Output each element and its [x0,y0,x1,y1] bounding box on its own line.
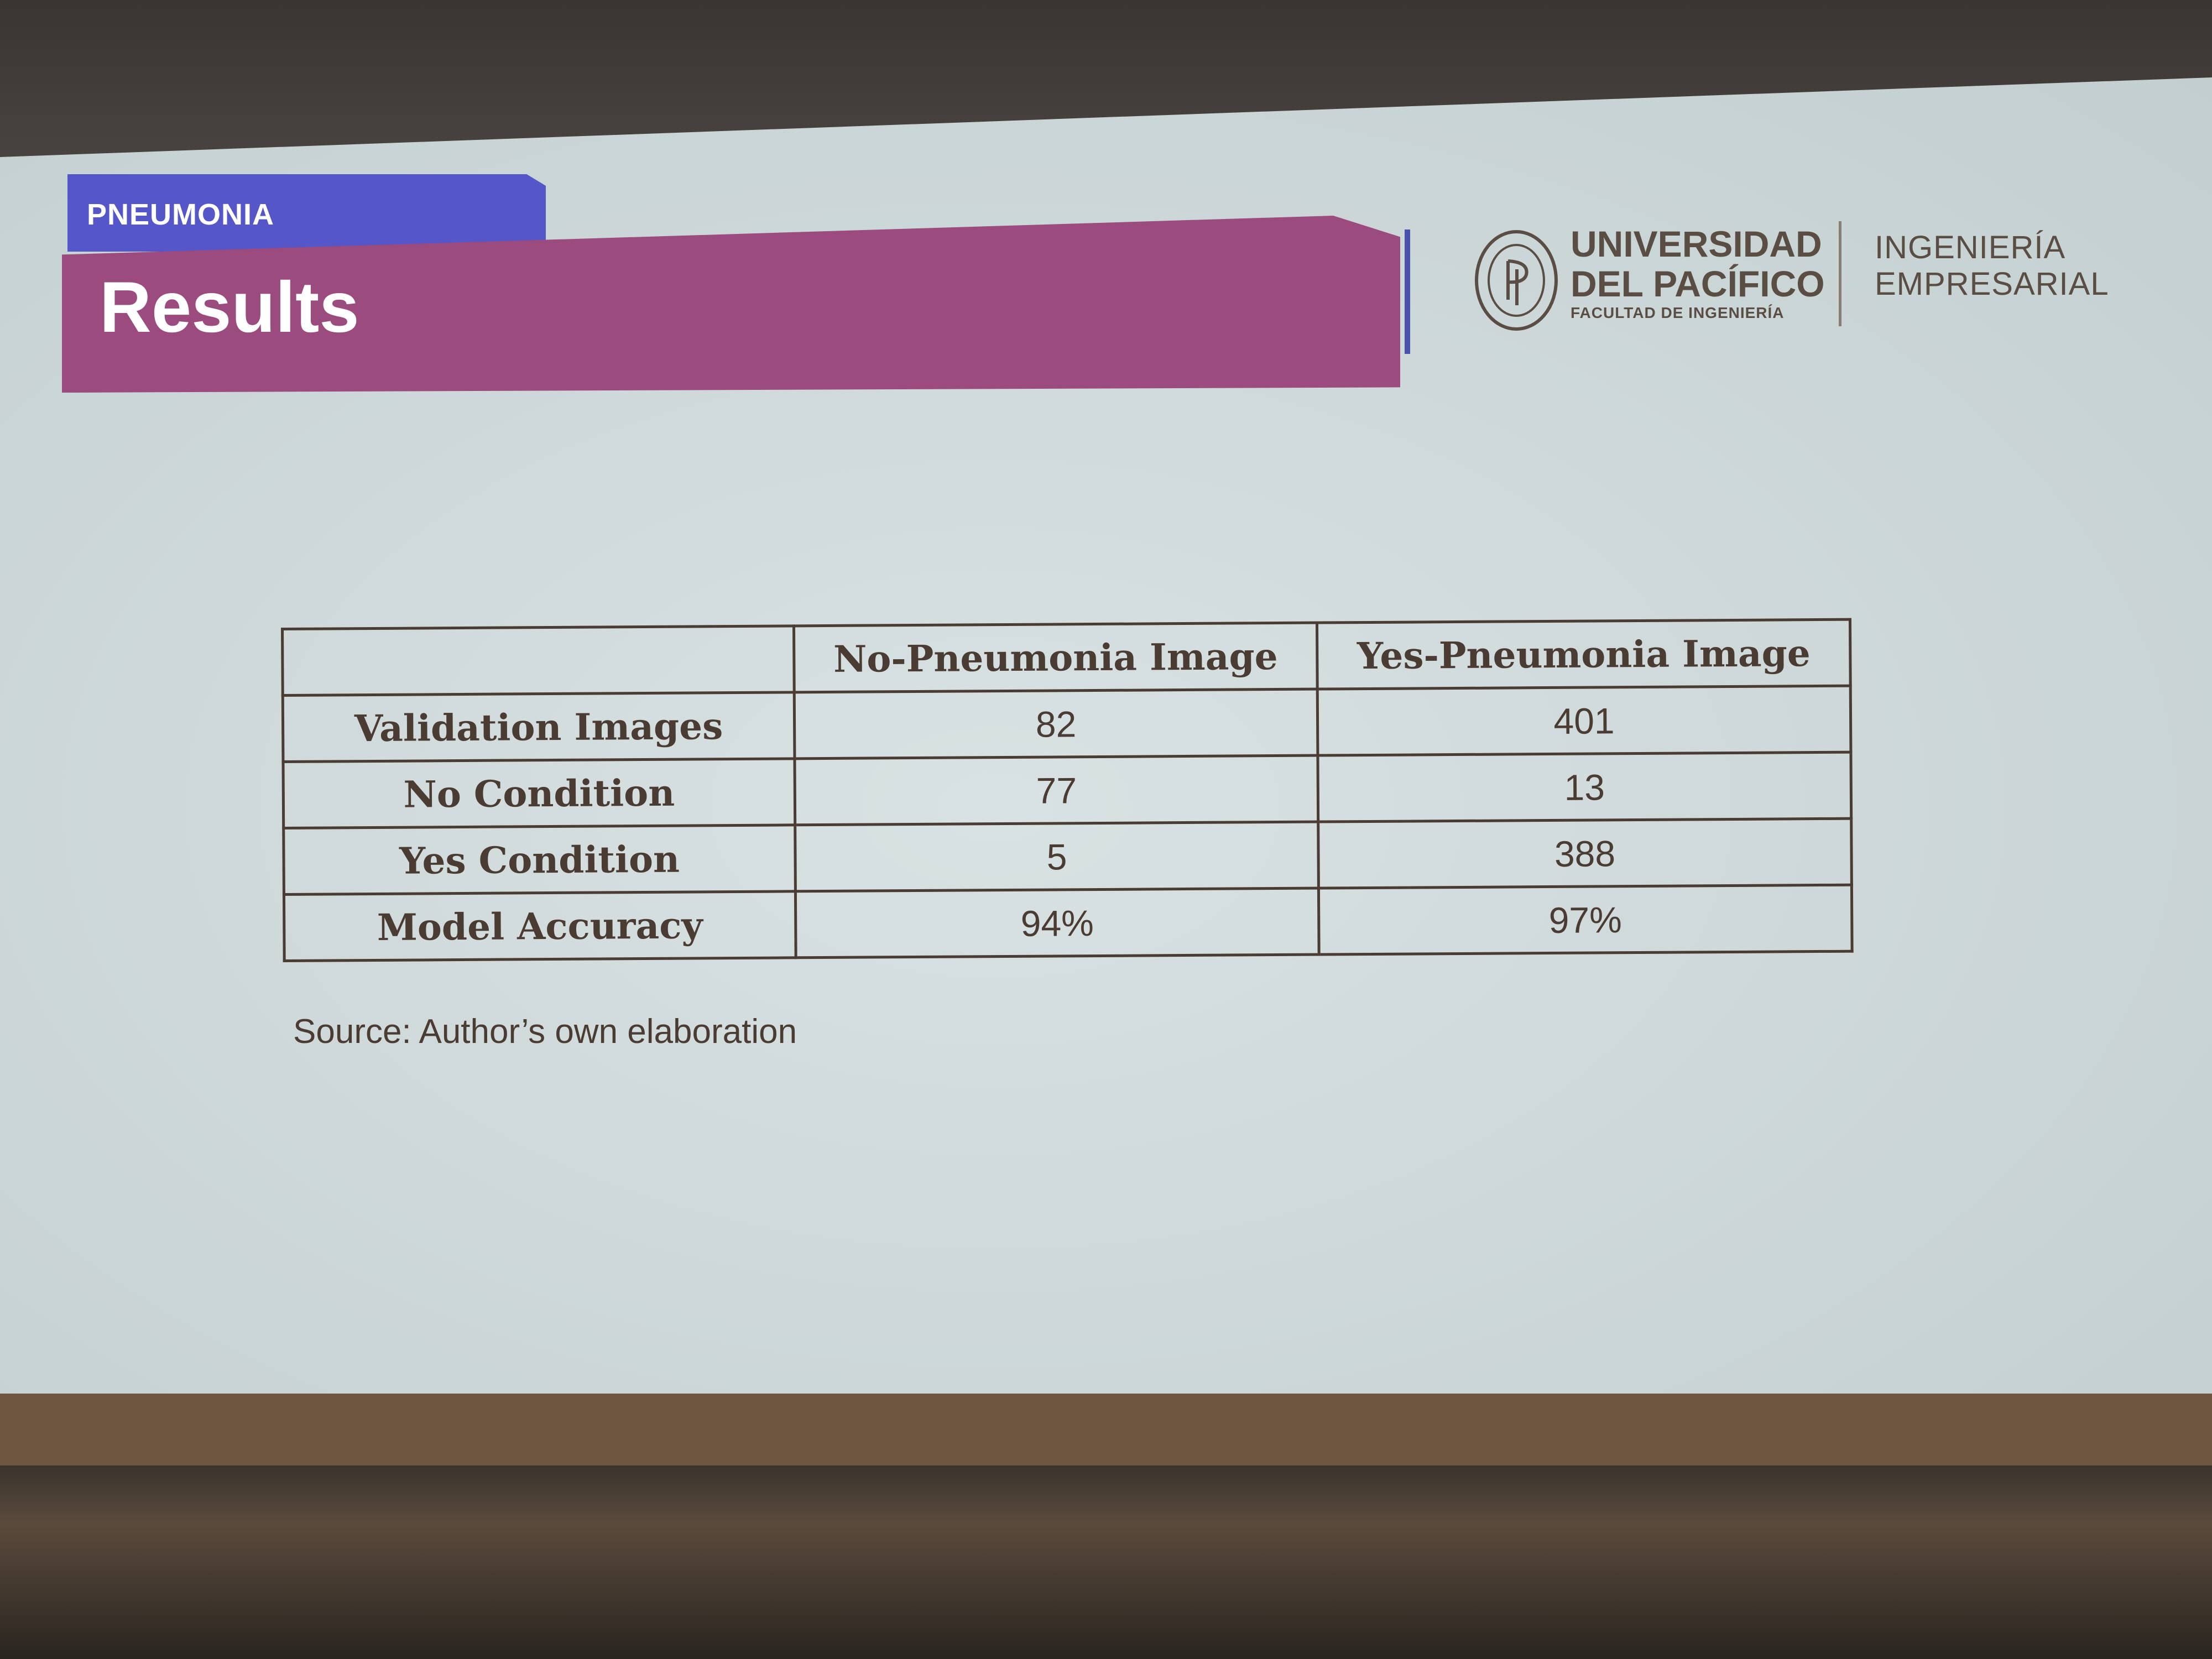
cell-yes: 388 [1318,818,1852,889]
table-row: Model Accuracy 94% 97% [284,885,1853,961]
department-name: INGENIERÍA EMPRESARIAL [1875,229,2109,302]
cell-no: 77 [794,755,1318,825]
department-line-2: EMPRESARIAL [1875,266,2109,302]
university-seal-icon [1475,230,1558,331]
banner-divider [1405,229,1410,354]
department-line-1: INGENIERÍA [1875,229,2066,265]
cell-yes: 401 [1317,686,1851,756]
logo-divider [1839,221,1841,326]
logo-line-1: UNIVERSIDAD [1571,223,1822,264]
row-label: Yes Condition [283,825,796,895]
header-yes-pneumonia: Yes-Pneumonia Image [1317,619,1851,690]
results-table: No-Pneumonia Image Yes-Pneumonia Image V… [281,618,1854,962]
cell-no: 94% [795,888,1319,958]
logo-line-2: DEL PACÍFICO [1571,263,1825,304]
header-no-pneumonia: No-Pneumonia Image [794,623,1318,692]
row-label: No Condition [283,758,795,828]
cell-no: 82 [794,689,1318,759]
table-header-row: No-Pneumonia Image Yes-Pneumonia Image [282,619,1851,696]
cell-yes: 97% [1318,885,1853,955]
table-corner-cell [282,625,795,696]
screen-frame-bottom [0,1465,2212,1659]
section-tag: PNEUMONIA [67,174,546,252]
logo-line-3: FACULTAD DE INGENIERÍA [1571,304,1785,321]
row-label: Model Accuracy [284,891,796,961]
table-row: Yes Condition 5 388 [283,818,1852,895]
university-logo: UNIVERSIDAD DEL PACÍFICO FACULTAD DE ING… [1571,224,1825,322]
cell-yes: 13 [1317,752,1851,822]
source-caption: Source: Author’s own elaboration [293,1013,797,1051]
wall-below-screen [0,1394,2212,1471]
table-row: No Condition 77 13 [283,752,1851,828]
table-row: Validation Images 82 401 [283,686,1851,762]
row-label: Validation Images [283,692,795,762]
cell-no: 5 [795,822,1319,891]
